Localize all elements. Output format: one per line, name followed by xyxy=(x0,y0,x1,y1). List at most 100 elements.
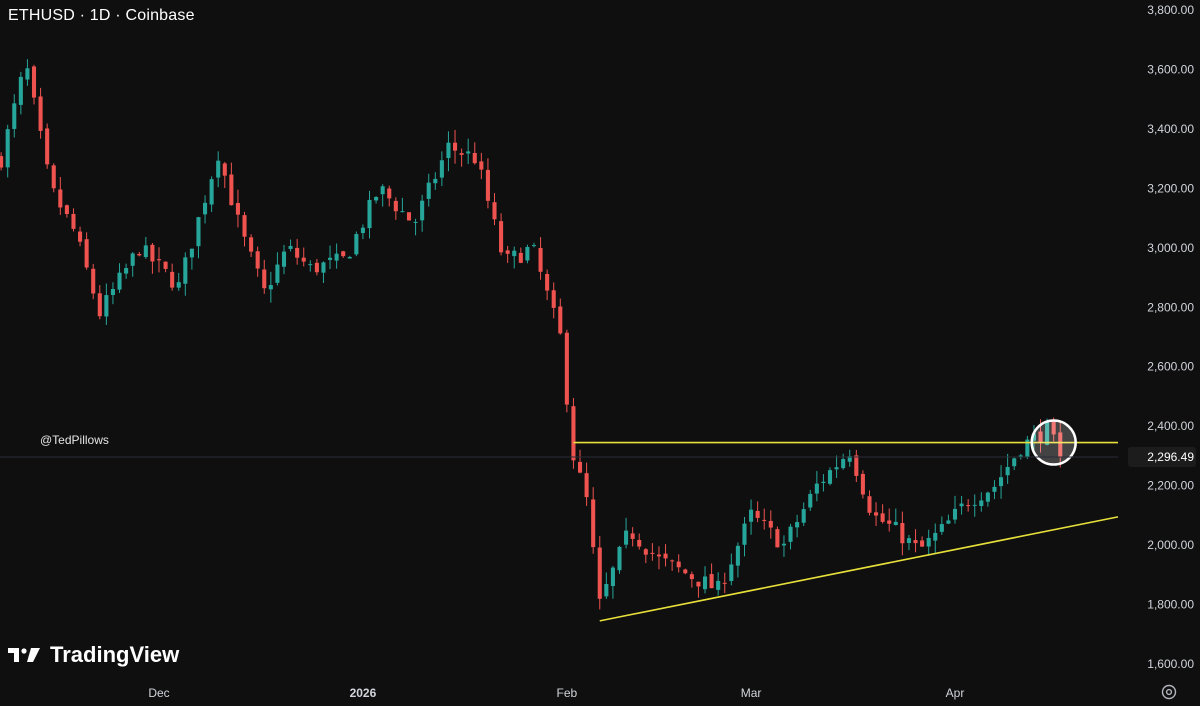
candle-body xyxy=(749,509,754,522)
time-tick-label: Apr xyxy=(946,686,965,700)
candle-body xyxy=(827,470,833,484)
candle-body xyxy=(216,160,221,178)
candle-body xyxy=(117,272,122,290)
candle-body xyxy=(597,547,602,599)
candle-body xyxy=(775,529,780,548)
candle-body xyxy=(604,583,609,597)
candle-body xyxy=(104,295,109,317)
candle-body xyxy=(702,576,708,590)
candle-body xyxy=(821,481,826,484)
candle-body xyxy=(334,253,339,261)
candle-body xyxy=(222,163,227,176)
candle-body xyxy=(203,202,208,215)
candle-body xyxy=(689,574,694,580)
candle-body xyxy=(781,543,786,546)
candle-body xyxy=(124,268,129,274)
candle-body xyxy=(84,239,89,268)
price-tick-label: 3,200.00 xyxy=(1147,181,1194,195)
price-tick-label: 3,600.00 xyxy=(1147,62,1194,76)
candle-body xyxy=(433,178,438,184)
candle-body xyxy=(143,245,148,258)
time-axis[interactable]: Dec 2026 Feb Mar Apr xyxy=(148,686,964,700)
candle-body xyxy=(683,569,688,574)
candle-body xyxy=(45,128,50,165)
candle-body xyxy=(275,264,280,283)
trendlines-layer xyxy=(573,419,1119,622)
candle-body xyxy=(130,253,135,266)
candle-body xyxy=(847,456,852,462)
candle-body xyxy=(439,160,444,178)
candle-body xyxy=(262,269,267,289)
candle-body xyxy=(31,66,37,98)
candle-body xyxy=(156,259,162,261)
candle-body xyxy=(38,96,43,131)
candle-body xyxy=(97,293,102,317)
candle-body xyxy=(12,103,17,129)
candle-body xyxy=(933,532,938,541)
candle-body xyxy=(288,245,293,249)
candle-body xyxy=(939,524,944,532)
candle-body xyxy=(170,271,175,288)
candle-body xyxy=(505,250,510,254)
candle-body xyxy=(189,248,194,258)
candle-body xyxy=(1038,431,1043,443)
candle-body xyxy=(380,186,385,195)
candle-body xyxy=(51,165,56,189)
candle-body xyxy=(1031,433,1036,441)
candle-body xyxy=(564,332,569,405)
gear-icon[interactable] xyxy=(1160,683,1178,701)
candles-layer xyxy=(0,59,1063,610)
brand-name: TradingView xyxy=(50,642,180,667)
candle-body xyxy=(525,247,530,261)
candle-body xyxy=(512,250,517,257)
candle-body xyxy=(472,152,477,164)
candle-body xyxy=(18,76,23,105)
candle-body xyxy=(887,520,892,524)
candle-body xyxy=(78,231,83,242)
candle-body xyxy=(413,221,418,223)
candle-body xyxy=(242,215,247,237)
candle-body xyxy=(906,538,911,543)
candle-body xyxy=(1005,466,1010,476)
candle-body xyxy=(314,262,319,273)
candle-body xyxy=(709,574,714,589)
trendline-rising-support[interactable] xyxy=(599,516,1119,622)
candle-body xyxy=(360,227,365,234)
candle-body xyxy=(610,567,615,587)
candle-body xyxy=(814,483,819,494)
candle-body xyxy=(301,257,306,262)
candle-body xyxy=(663,553,668,559)
candle-body xyxy=(577,461,583,473)
price-tick-label: 3,800.00 xyxy=(1147,3,1194,17)
candle-body xyxy=(716,580,721,590)
candle-body xyxy=(946,520,951,524)
candle-body xyxy=(229,174,234,206)
candle-body xyxy=(321,262,326,273)
candle-body xyxy=(163,261,168,269)
chart-title: ETHUSD · 1D · Coinbase xyxy=(8,7,195,24)
candle-body xyxy=(341,251,346,257)
candle-body xyxy=(387,188,392,199)
candle-body xyxy=(499,221,504,253)
candle-body xyxy=(762,519,767,521)
candle-body xyxy=(979,500,984,507)
candle-body xyxy=(91,268,96,294)
candle-body xyxy=(571,406,576,461)
candle-body xyxy=(893,521,898,526)
candle-body xyxy=(452,142,458,151)
candle-body xyxy=(367,199,372,229)
highlight-circle[interactable] xyxy=(1030,419,1077,466)
candle-body xyxy=(479,161,484,170)
price-axis[interactable]: 3,800.00 3,600.00 3,400.00 3,200.00 3,000.00… xyxy=(0,3,1196,671)
candle-body xyxy=(393,200,398,212)
candle-body xyxy=(558,306,563,334)
candle-body xyxy=(531,245,537,247)
candle-body xyxy=(1045,421,1050,445)
candle-body xyxy=(795,522,800,528)
candle-body xyxy=(768,520,773,528)
candle-body xyxy=(808,493,813,508)
candle-body xyxy=(860,473,865,495)
price-tick-label: 2,000.00 xyxy=(1147,538,1194,552)
candle-body xyxy=(985,492,990,502)
